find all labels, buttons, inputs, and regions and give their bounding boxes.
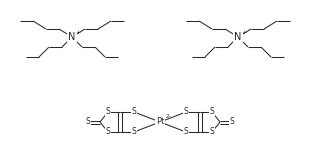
Text: Pt: Pt: [156, 117, 164, 127]
Text: S: S: [210, 127, 214, 136]
Text: +: +: [241, 30, 246, 35]
Text: N: N: [234, 32, 242, 42]
Text: S: S: [132, 127, 136, 136]
Text: 2-: 2-: [165, 114, 171, 119]
Text: +: +: [75, 30, 80, 35]
Text: S: S: [184, 108, 188, 116]
Text: S: S: [210, 108, 214, 116]
Text: N: N: [68, 32, 76, 42]
Text: S: S: [132, 108, 136, 116]
Text: S: S: [106, 108, 110, 116]
Text: S: S: [106, 127, 110, 136]
Text: S: S: [230, 117, 234, 127]
Text: S: S: [184, 127, 188, 136]
Text: S: S: [86, 117, 91, 127]
